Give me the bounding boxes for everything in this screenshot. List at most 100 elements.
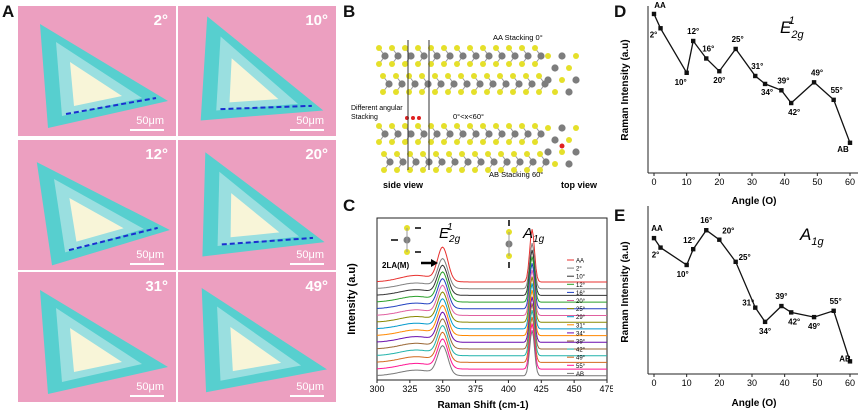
top-view-atom xyxy=(558,124,566,132)
top-view-atom xyxy=(566,137,572,143)
metal-atom xyxy=(438,158,446,166)
sulfur-atom xyxy=(445,73,451,79)
x-tick-label: 30 xyxy=(747,378,757,388)
sulfur-atom xyxy=(433,167,439,173)
top-view-atom xyxy=(551,136,559,144)
d-xlabel: Angle (O) xyxy=(732,196,777,207)
sulfur-atom xyxy=(446,151,452,157)
sulfur-atom xyxy=(420,151,426,157)
data-point xyxy=(789,310,794,315)
e-mode-label: A1g xyxy=(799,225,824,248)
metal-atom xyxy=(524,52,532,60)
sulfur-atom xyxy=(441,123,447,129)
sulfur-atom xyxy=(419,73,425,79)
d-ylabel: Raman Intensity (a.u) xyxy=(620,39,631,140)
metal-atom xyxy=(394,130,402,138)
e-ylabel: Raman Intensity (a.u) xyxy=(620,241,631,342)
x-tick-label: 10 xyxy=(682,177,692,187)
top-view-atom xyxy=(544,76,552,84)
metal-atom xyxy=(381,130,389,138)
metal-atom xyxy=(489,80,497,88)
data-point xyxy=(658,245,663,250)
metal-atom xyxy=(516,158,524,166)
a1g-intensity-chart: 0 10 20 30 40 50 60 AA 2° 10° 12° 16° 20° 25° 31° 34° 3… xyxy=(620,206,858,409)
scale-label: 50μm xyxy=(136,115,164,127)
flake-core xyxy=(230,327,282,372)
micrograph-tile: 20° 50μm xyxy=(178,140,336,270)
sulfur-atom xyxy=(454,45,460,51)
sulfur-atom xyxy=(506,45,512,51)
top-view-atom xyxy=(559,149,565,155)
micrograph-tile: 10° 50μm xyxy=(178,6,336,136)
sulfur-atom xyxy=(498,151,504,157)
x-tick-label: 40 xyxy=(780,177,790,187)
legend-entry: AB xyxy=(576,372,584,378)
metal-atom xyxy=(459,52,467,60)
scale-label: 50μm xyxy=(296,381,324,393)
x-tick-label: 325 xyxy=(402,384,417,394)
stacking-label: Stacking xyxy=(351,114,378,121)
x-tick-label: 50 xyxy=(812,378,822,388)
edge-dash xyxy=(68,226,158,252)
top-view-atom xyxy=(572,76,580,84)
scale-label: 50μm xyxy=(136,381,164,393)
sulfur-atom xyxy=(506,139,512,145)
sulfur-atom xyxy=(389,123,395,129)
sulfur-atom xyxy=(511,151,517,157)
sulfur-atom xyxy=(497,73,503,79)
sulfur-atom xyxy=(493,139,499,145)
sulfur-atom xyxy=(419,89,425,95)
point-label: 42° xyxy=(788,108,800,117)
metal-atom xyxy=(498,52,506,60)
point-label: AA xyxy=(651,224,663,233)
metal-atom xyxy=(537,130,545,138)
x-tick-label: 300 xyxy=(369,384,384,394)
metal-atom xyxy=(542,158,550,166)
point-label: 20° xyxy=(713,76,725,85)
data-point xyxy=(789,100,794,106)
point-label: 2° xyxy=(650,30,658,39)
sulfur-atom xyxy=(536,89,542,95)
sulfur-atom xyxy=(498,167,504,173)
2la-mode-label: 2LA(M) xyxy=(382,261,409,270)
sulfur-atom xyxy=(472,151,478,157)
top-view-atom xyxy=(573,125,579,131)
metal-atom xyxy=(464,158,472,166)
x-tick-label: 475 xyxy=(599,384,613,394)
flake-core xyxy=(69,197,124,242)
sulfur-atom xyxy=(454,139,460,145)
metal-atom xyxy=(433,130,441,138)
data-point xyxy=(658,26,663,31)
sulfur-atom xyxy=(376,61,382,67)
metal-atom xyxy=(528,80,536,88)
top-view-label: top view xyxy=(561,180,598,190)
metal-atom xyxy=(503,158,511,166)
side-view-label: side view xyxy=(383,180,424,190)
sulfur-atom xyxy=(532,123,538,129)
spectrum-line xyxy=(377,309,607,357)
scale-bar xyxy=(130,395,164,397)
sulfur-atom xyxy=(376,139,382,145)
x-tick-label: 30 xyxy=(747,177,757,187)
highlight-dot xyxy=(559,143,565,149)
metal-atom xyxy=(446,130,454,138)
point-label: 12° xyxy=(683,236,695,245)
stacking-diagram: AA Stacking 0° Different angular Stackin… xyxy=(351,33,598,190)
metal-atom xyxy=(463,80,471,88)
metal-atom xyxy=(511,130,519,138)
x-tick-label: 20 xyxy=(714,177,724,187)
point-label: AB xyxy=(837,145,849,154)
data-point xyxy=(704,228,709,233)
sulfur-atom xyxy=(467,45,473,51)
metal-atom xyxy=(424,80,432,88)
metal-atom xyxy=(485,130,493,138)
sulfur-atom xyxy=(523,73,529,79)
sulfur-atom xyxy=(415,61,421,67)
panel-c-letter: C xyxy=(343,196,356,215)
data-point xyxy=(704,56,709,61)
point-label: 31° xyxy=(742,299,754,308)
legend-entry: 49° xyxy=(576,356,586,362)
legend-entry: 10° xyxy=(576,275,586,281)
top-view-atom xyxy=(552,89,558,95)
sulfur-atom xyxy=(467,61,473,67)
